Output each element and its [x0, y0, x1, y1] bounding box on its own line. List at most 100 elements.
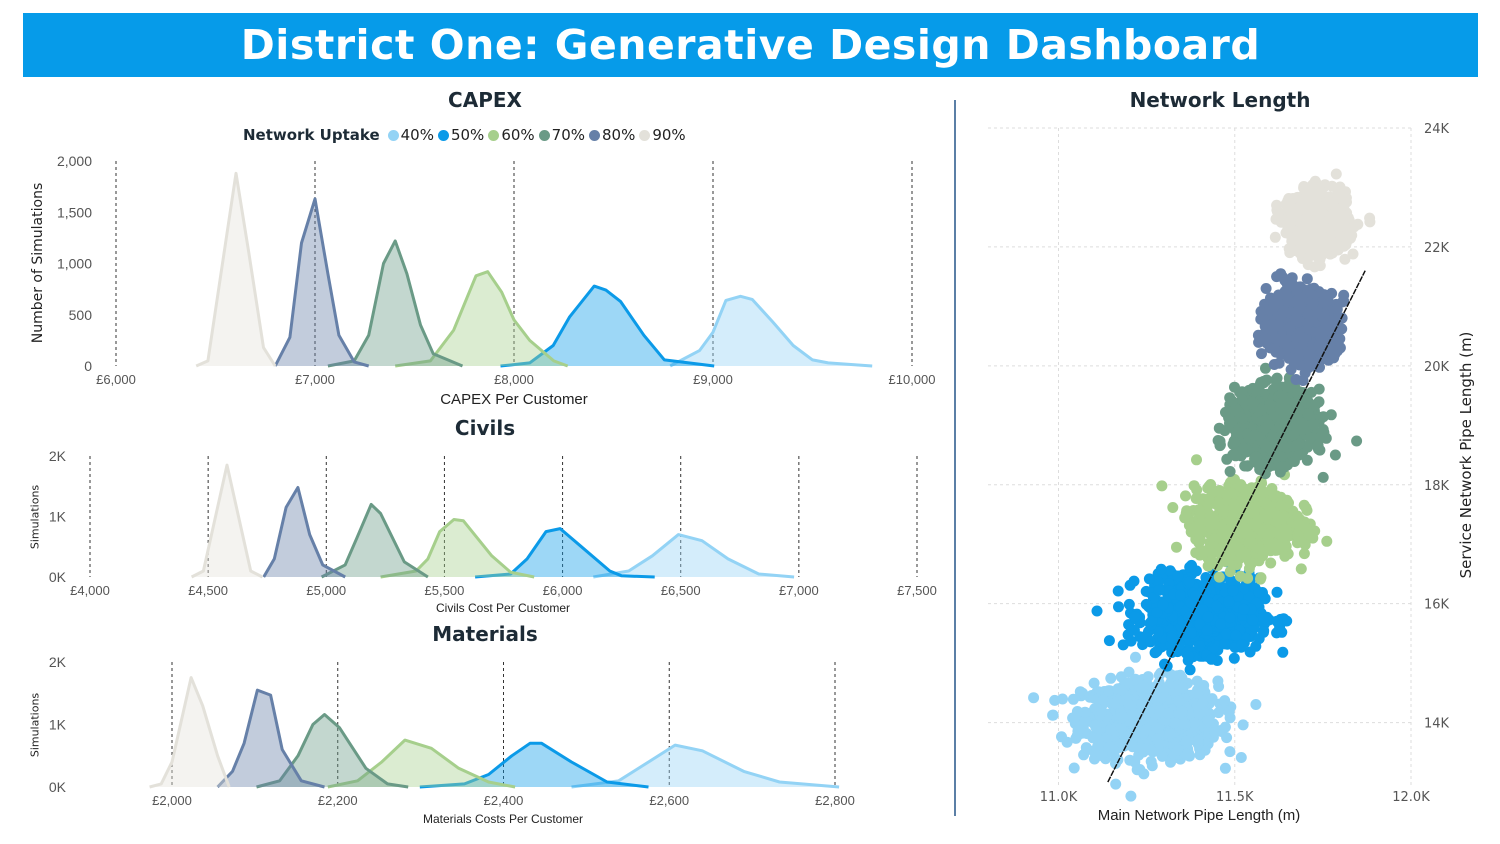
scatter-point [1250, 699, 1262, 710]
scatter-point [1079, 715, 1091, 727]
scatter-point [1168, 717, 1180, 729]
scatter-point [1190, 547, 1202, 559]
scatter-point [1321, 535, 1333, 547]
scatter-point [1194, 506, 1206, 518]
scatter-point [1164, 565, 1176, 577]
scatter-point [1202, 715, 1214, 727]
scatter-point [1224, 466, 1236, 477]
materials-y-tick-label: 1K [49, 717, 67, 733]
capex-line-50 [500, 284, 715, 368]
scatter-point [1192, 734, 1204, 746]
scatter-point [1308, 419, 1320, 431]
scatter-series-40 [1028, 651, 1262, 802]
scatter-point [1080, 742, 1092, 754]
civils-x-tick-label: £6,000 [543, 583, 583, 598]
scatter-point [1293, 449, 1305, 461]
scatter-y-tick-label: 24K [1424, 122, 1450, 137]
scatter-point [1125, 635, 1137, 647]
capex-area-60 [395, 271, 568, 366]
scatter-point [1091, 605, 1103, 617]
materials-line-50 [419, 741, 649, 789]
scatter-point [1103, 635, 1115, 647]
capex-line-40 [669, 294, 873, 368]
scatter-point [1219, 762, 1231, 774]
scatter-point [1250, 384, 1262, 396]
materials-x-tick-label: £2,800 [815, 793, 855, 808]
scatter-point [1305, 386, 1317, 398]
scatter-point [1155, 563, 1167, 575]
scatter-point [1338, 289, 1350, 301]
scatter-point [1260, 362, 1271, 374]
scatter-point [1145, 636, 1156, 648]
scatter-point [1243, 591, 1255, 603]
scatter-point [1314, 431, 1326, 443]
scatter-point [1295, 563, 1307, 575]
scatter-point [1213, 422, 1225, 434]
scatter-point [1331, 303, 1343, 315]
scatter-point [1194, 618, 1206, 630]
capex-x-tick-label: £6,000 [96, 372, 136, 387]
scatter-point [1130, 651, 1141, 663]
scatter-series-70 [1212, 362, 1363, 483]
materials-line-60 [327, 738, 516, 789]
scatter-point [1069, 711, 1081, 723]
scatter-point [1277, 646, 1289, 658]
civils-y-tick-label: 0K [49, 569, 67, 585]
scatter-point [1096, 750, 1108, 762]
scatter-point [1103, 685, 1114, 697]
scatter-point [1180, 508, 1192, 519]
scatter-point [1105, 672, 1117, 684]
materials-x-tick-label: £2,400 [484, 793, 524, 808]
scatter-point [1239, 460, 1251, 472]
scatter-point [1122, 698, 1134, 710]
scatter-series-90 [1269, 168, 1376, 273]
scatter-point [1129, 756, 1141, 768]
scatter-point [1247, 518, 1259, 530]
civils-y-tick-label: 2K [49, 448, 67, 464]
scatter-point [1319, 324, 1331, 336]
scatter-point [1168, 687, 1180, 699]
scatter-point [1203, 516, 1215, 528]
scatter-point [1174, 639, 1186, 650]
scatter-point [1145, 744, 1157, 756]
scatter-point [1317, 471, 1329, 483]
scatter-point [1302, 362, 1314, 374]
scatter-point [1139, 693, 1151, 705]
scatter-point [1115, 722, 1127, 734]
scatter-point [1151, 645, 1163, 657]
materials-line-90 [149, 676, 231, 789]
dashboard-title: District One: Generative Design Dashboar… [23, 13, 1478, 77]
scatter-point [1302, 317, 1314, 329]
scatter-point [1278, 337, 1290, 349]
scatter-point [1224, 612, 1236, 624]
scatter-point [1242, 572, 1254, 584]
materials-line-70 [256, 713, 409, 789]
civils-x-tick-label: £4,500 [188, 583, 228, 598]
scatter-point [1301, 454, 1313, 466]
scatter-point [1172, 744, 1184, 756]
materials-x-tick-label: £2,600 [649, 793, 689, 808]
scatter-point [1257, 527, 1269, 539]
civils-area-60 [380, 519, 535, 577]
scatter-point [1146, 760, 1158, 772]
scatter-point [1268, 343, 1280, 355]
scatter-point [1190, 590, 1202, 601]
civils-line-80 [262, 486, 346, 579]
capex-x-tick-label: £7,000 [295, 372, 335, 387]
scatter-point [1259, 509, 1271, 521]
scatter-point [1223, 595, 1235, 607]
scatter-point [1304, 432, 1316, 444]
scatter-point [1028, 692, 1040, 704]
scatter-point [1188, 717, 1200, 729]
scatter-point [1269, 538, 1281, 550]
scatter-point [1156, 692, 1167, 704]
scatter-point [1221, 732, 1233, 744]
scatter-point [1298, 548, 1310, 560]
scatter-point [1177, 682, 1189, 694]
capex-line-60 [394, 270, 569, 368]
scatter-point [1217, 505, 1229, 517]
scatter-point [1074, 686, 1086, 698]
scatter-point [1221, 453, 1233, 465]
scatter-point [1125, 790, 1137, 802]
scatter-point [1271, 586, 1283, 598]
